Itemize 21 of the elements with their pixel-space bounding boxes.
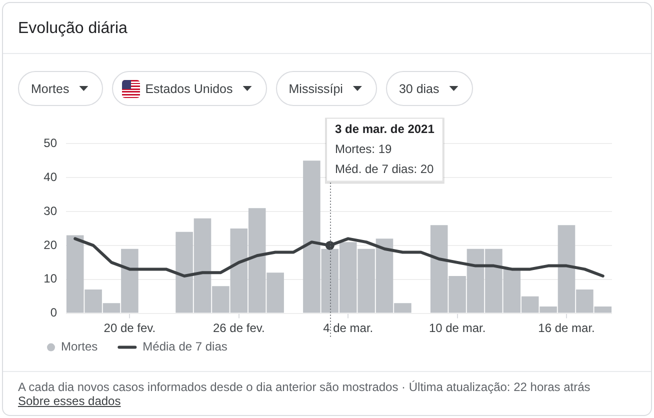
ref-line-label: 3 de mar. de 2021 Mortes: 19 Méd. de 7 dias: 20 — [335, 122, 435, 176]
y-tick-label: 0 — [50, 306, 58, 320]
x-tick-label: 16 de mar. — [538, 320, 595, 335]
dropdown-button: Mississípi — [276, 71, 377, 106]
dropdown-button: 30 dias — [386, 71, 474, 106]
y-tick-label: 50 — [44, 136, 58, 150]
y-tick-label: 30 — [44, 204, 58, 218]
y-tick-label: 10 — [44, 272, 58, 286]
text: A cada dia novos casos informados desde o dia anterior são mostrados · Última atualização: 22 horas atrás — [17, 380, 592, 394]
x-tick-label: 4 de mar. — [323, 320, 374, 335]
y-tick-label: 40 — [44, 170, 58, 184]
legend-label: Mortes — [61, 340, 98, 354]
legend-label: Média de 7 dias — [142, 340, 228, 354]
dropdown-button: Estados Unidos — [112, 71, 267, 106]
x-tick-label: 26 de fev. — [212, 320, 265, 335]
x-tick-label: 10 de mar. — [428, 320, 486, 335]
y-tick-label: 20 — [44, 238, 58, 252]
chart-title: Evolução diária — [18, 19, 128, 39]
x-tick-label: 20 de fev. — [104, 320, 156, 335]
text: Sobre esses dados — [17, 394, 122, 408]
dropdown-button: Mortes — [18, 71, 104, 106]
